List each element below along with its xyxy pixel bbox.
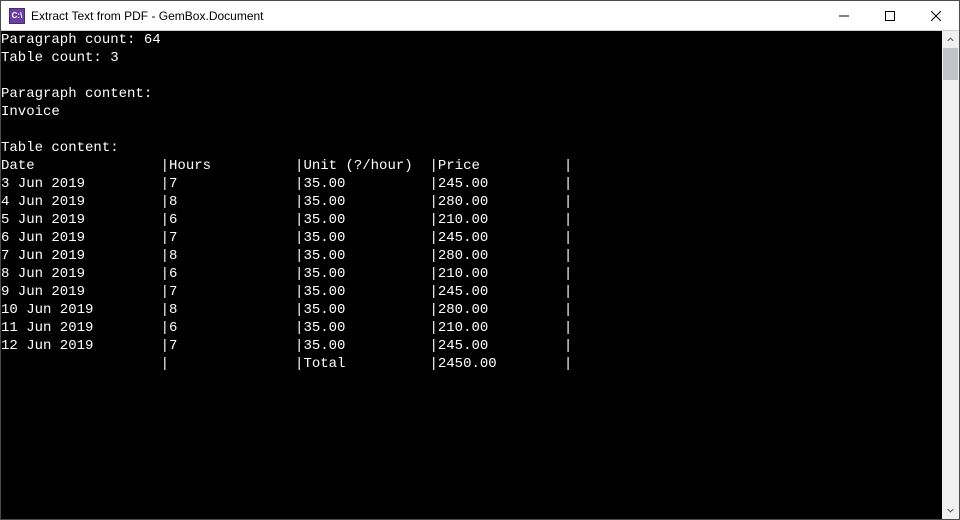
minimize-icon (839, 11, 849, 21)
maximize-icon (885, 11, 895, 21)
scrollbar-thumb[interactable] (943, 48, 958, 80)
scrollbar-down-button[interactable] (942, 502, 959, 519)
vertical-scrollbar[interactable] (942, 31, 959, 519)
close-button[interactable] (913, 1, 959, 31)
scrollbar-up-button[interactable] (942, 31, 959, 48)
app-icon: C:\ (9, 8, 25, 24)
chevron-up-icon (947, 36, 954, 43)
console-output: Paragraph count: 64 Table count: 3 Parag… (1, 31, 942, 519)
app-window: C:\ Extract Text from PDF - GemBox.Docum… (0, 0, 960, 520)
content-area: Paragraph count: 64 Table count: 3 Parag… (1, 31, 959, 519)
minimize-button[interactable] (821, 1, 867, 31)
titlebar: C:\ Extract Text from PDF - GemBox.Docum… (1, 1, 959, 31)
close-icon (931, 11, 941, 21)
window-title: Extract Text from PDF - GemBox.Document (31, 9, 264, 23)
maximize-button[interactable] (867, 1, 913, 31)
chevron-down-icon (947, 507, 954, 514)
